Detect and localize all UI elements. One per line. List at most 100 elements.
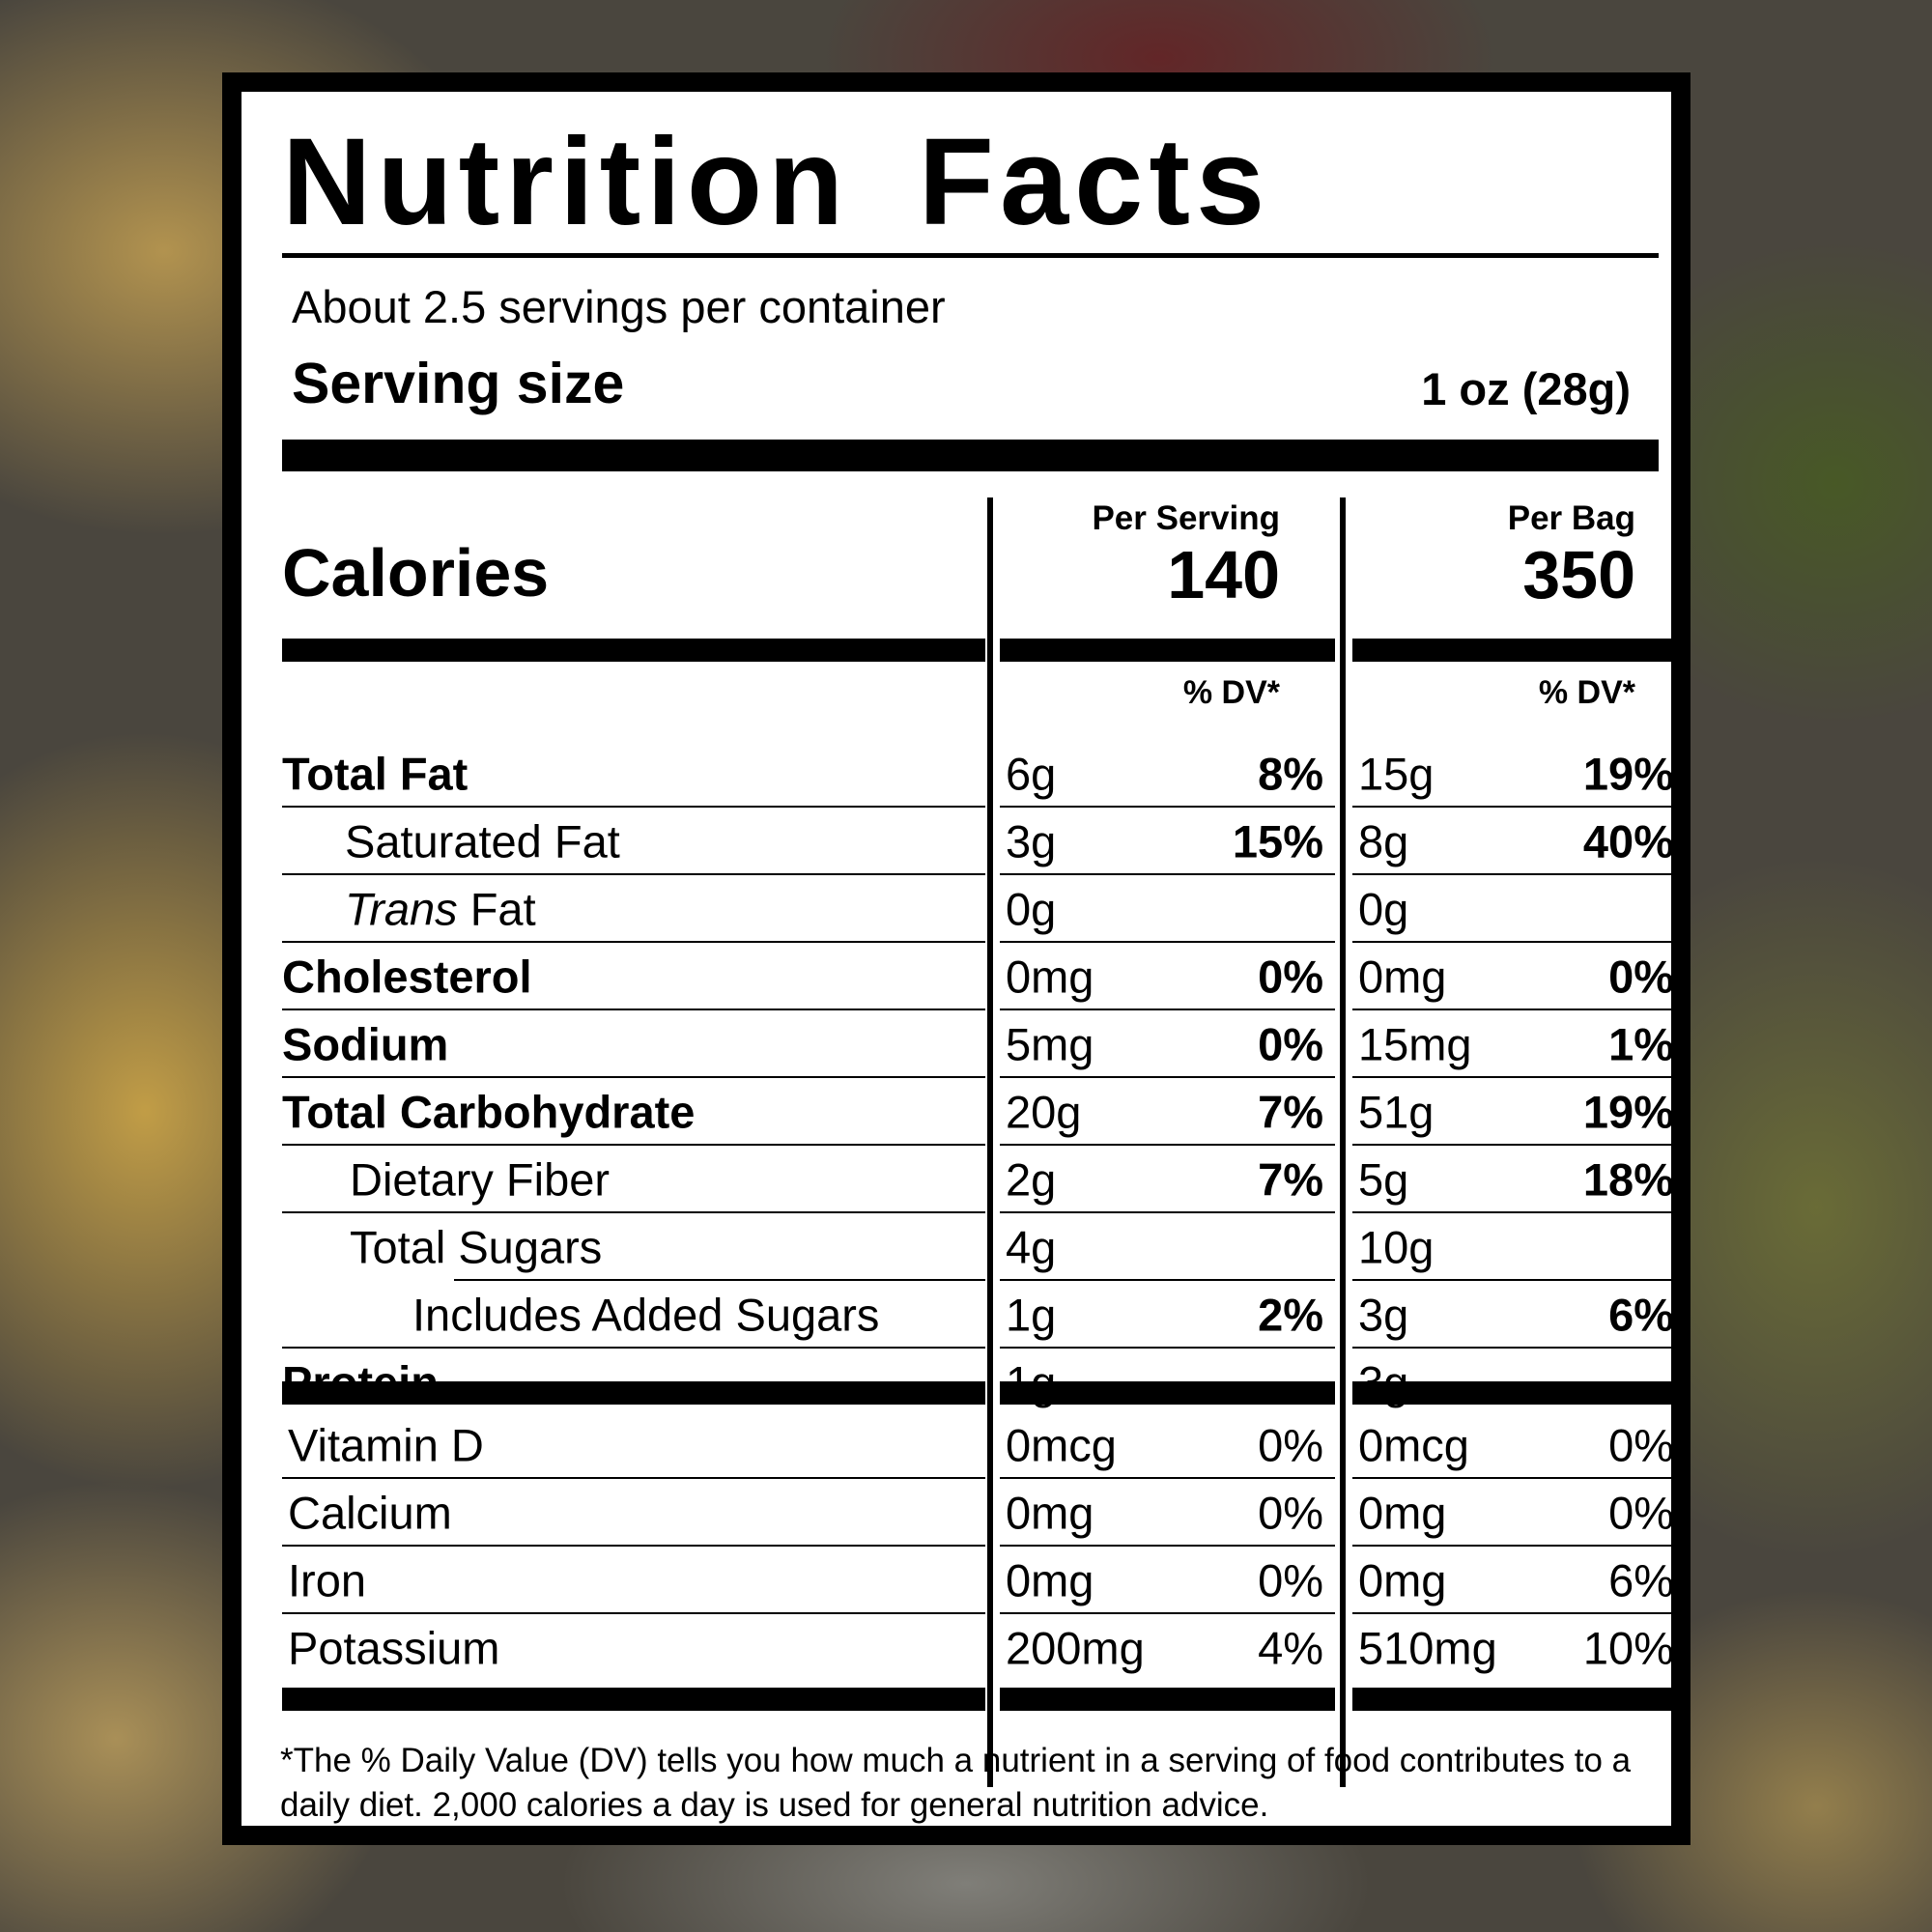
row-divider [1352, 1144, 1674, 1146]
nutrient-name-text: Saturated Fat [345, 815, 620, 867]
per-bag-cell: 0mcg 0% [1352, 1411, 1674, 1479]
row-divider [1000, 806, 1335, 808]
serving-size-label: Serving size [292, 352, 625, 415]
per-serving-cell: 0g [1000, 875, 1335, 943]
servings-per-container: About 2.5 servings per container [292, 281, 946, 332]
per-bag-cell: 15g 19% [1352, 740, 1674, 808]
per-serving-cell: 6g 8% [1000, 740, 1335, 808]
nutrient-row-name-cell: Includes Added Sugars [282, 1281, 985, 1349]
row-divider [1352, 1076, 1674, 1078]
title-rule [282, 253, 1659, 258]
nutrient-name-text: Calcium [288, 1487, 452, 1539]
nutrient-name: Iron [288, 1554, 366, 1607]
nutrient-dv: 2% [1258, 1289, 1323, 1341]
column-header-per-bag: Per Bag [1507, 499, 1635, 537]
row-divider [1000, 1211, 1335, 1213]
nutrient-name: Sodium [282, 1018, 448, 1071]
nutrient-name-text: Vitamin D [288, 1419, 484, 1471]
nutrient-name: Includes Added Sugars [412, 1289, 879, 1342]
per-serving-cell: 1g 2% [1000, 1281, 1335, 1349]
per-bag-cell: 0mg 0% [1352, 943, 1674, 1010]
row-divider [1000, 1545, 1335, 1547]
nutrient-dv: 8% [1258, 748, 1323, 800]
row-divider [1352, 1009, 1674, 1010]
nutrient-dv: 0% [1608, 951, 1674, 1003]
column-header-per-serving: Per Serving [1092, 499, 1280, 537]
thick-rule-segment [282, 1688, 985, 1711]
per-bag-cell: 510mg 10% [1352, 1614, 1674, 1682]
nutrient-name: Cholesterol [282, 951, 532, 1004]
nutrient-dv: 4% [1258, 1622, 1323, 1674]
nutrient-amount: 0mg [1358, 1554, 1447, 1606]
dv-header-per-bag: % DV* [1538, 674, 1635, 711]
row-divider [282, 1009, 985, 1010]
column-divider-1 [987, 497, 993, 1787]
nutrient-amount: 5g [1358, 1153, 1409, 1206]
nutrient-amount: 10g [1358, 1221, 1435, 1273]
row-divider [1352, 1612, 1674, 1614]
nutrient-name-text: Includes Added Sugars [412, 1289, 880, 1341]
nutrient-dv: 0% [1258, 1018, 1323, 1070]
nutrient-dv: 1% [1608, 1018, 1674, 1070]
row-divider [282, 1347, 985, 1349]
row-divider [1352, 1477, 1674, 1479]
nutrient-amount: 15g [1358, 748, 1435, 800]
vitamin-row-name-cell: Iron [282, 1547, 985, 1614]
nutrient-name-italic: Trans [345, 883, 458, 935]
thick-rule-segment [1352, 639, 1674, 662]
nutrient-row-name-cell: Trans Fat [282, 875, 985, 943]
nutrient-dv: 7% [1258, 1086, 1323, 1138]
nutrient-amount: 0mg [1358, 951, 1447, 1003]
row-divider [1000, 1144, 1335, 1146]
per-serving-cell: 0mg 0% [1000, 1479, 1335, 1547]
nutrient-amount: 0mg [1358, 1487, 1447, 1539]
nutrient-name-text: Fat [469, 883, 536, 935]
footnote-text: The % Daily Value (DV) tells you how muc… [280, 1742, 1632, 1824]
thick-rule-segment [282, 1381, 985, 1405]
nutrient-amount: 0mcg [1358, 1419, 1469, 1471]
nutrient-name: Potassium [288, 1622, 499, 1675]
nutrient-amount: 0g [1006, 883, 1057, 935]
nutrient-amount: 51g [1358, 1086, 1435, 1138]
nutrient-name-text: Dietary Fiber [350, 1153, 611, 1206]
row-divider [282, 941, 985, 943]
row-divider [1000, 1009, 1335, 1010]
row-divider [282, 1612, 985, 1614]
nutrient-amount: 3g [1358, 1289, 1409, 1341]
per-serving-cell: 4g [1000, 1213, 1335, 1281]
nutrient-row-name-cell: Total Fat [282, 740, 985, 808]
row-divider [282, 1477, 985, 1479]
nutrient-name-text: Total Fat [282, 748, 469, 800]
nutrient-amount: 0mcg [1006, 1419, 1117, 1471]
thick-rule-segment [1000, 1688, 1335, 1711]
row-divider [454, 1279, 985, 1281]
nutrient-amount: 0mg [1006, 1554, 1094, 1606]
row-divider [1352, 1279, 1674, 1281]
nutrient-amount: 0mg [1006, 1487, 1094, 1539]
thick-rule-segment [1000, 639, 1335, 662]
thick-rule-top [282, 440, 1659, 471]
nutrient-dv: 0% [1258, 1487, 1323, 1539]
nutrient-amount: 1g [1006, 1289, 1057, 1341]
dv-header-per-serving: % DV* [1182, 674, 1280, 711]
nutrient-dv: 0% [1258, 951, 1323, 1003]
thick-rule-segment [282, 639, 985, 662]
nutrient-amount: 200mg [1006, 1622, 1145, 1674]
nutrient-name: Total Fat [282, 748, 468, 801]
row-divider [1000, 1612, 1335, 1614]
nutrient-amount: 5mg [1006, 1018, 1094, 1070]
row-divider [1000, 1076, 1335, 1078]
calories-label: Calories [282, 535, 550, 611]
nutrient-dv: 7% [1258, 1153, 1323, 1206]
per-bag-cell: 3g 6% [1352, 1281, 1674, 1349]
row-divider [282, 1144, 985, 1146]
per-serving-cell: 0mg 0% [1000, 1547, 1335, 1614]
nutrient-amount: 0mg [1006, 951, 1094, 1003]
row-divider [282, 1211, 985, 1213]
nutrient-amount: 3g [1006, 815, 1057, 867]
row-divider [1000, 1477, 1335, 1479]
nutrient-dv: 6% [1608, 1554, 1674, 1606]
vitamin-row-name-cell: Potassium [282, 1614, 985, 1682]
per-bag-cell: 15mg 1% [1352, 1010, 1674, 1078]
nutrient-dv: 0% [1608, 1487, 1674, 1539]
